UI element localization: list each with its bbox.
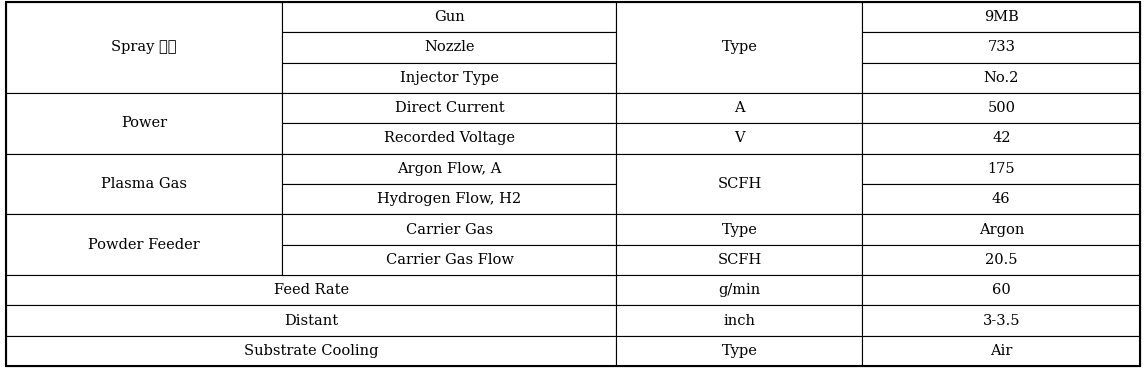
Text: Powder Feeder: Powder Feeder xyxy=(88,238,199,252)
Bar xyxy=(862,336,1140,366)
Text: 175: 175 xyxy=(988,162,1015,176)
Text: Carrier Gas Flow: Carrier Gas Flow xyxy=(385,253,513,267)
Text: Argon: Argon xyxy=(979,223,1025,237)
Text: inch: inch xyxy=(723,314,755,328)
Bar xyxy=(282,123,617,154)
Bar xyxy=(862,32,1140,63)
Text: 46: 46 xyxy=(992,192,1011,206)
Text: Spray 장비: Spray 장비 xyxy=(111,40,176,54)
Bar xyxy=(862,154,1140,184)
Text: 9MB: 9MB xyxy=(984,10,1019,24)
Text: Direct Current: Direct Current xyxy=(394,101,504,115)
Bar xyxy=(282,214,617,245)
Text: Argon Flow, A: Argon Flow, A xyxy=(398,162,502,176)
Bar xyxy=(282,32,617,63)
Bar xyxy=(6,2,282,93)
Text: 500: 500 xyxy=(988,101,1015,115)
Bar xyxy=(862,214,1140,245)
Bar xyxy=(862,275,1140,305)
Text: Power: Power xyxy=(121,116,167,130)
Text: Type: Type xyxy=(722,344,758,358)
Text: 60: 60 xyxy=(992,283,1011,297)
Text: 733: 733 xyxy=(988,40,1015,54)
Text: Carrier Gas: Carrier Gas xyxy=(406,223,493,237)
Text: Substrate Cooling: Substrate Cooling xyxy=(244,344,378,358)
Text: 42: 42 xyxy=(992,131,1011,145)
Bar xyxy=(282,2,617,32)
Bar xyxy=(282,93,617,123)
Bar xyxy=(282,154,617,184)
Text: V: V xyxy=(735,131,745,145)
Bar xyxy=(862,63,1140,93)
Text: Distant: Distant xyxy=(284,314,338,328)
Text: Gun: Gun xyxy=(434,10,465,24)
Text: Plasma Gas: Plasma Gas xyxy=(101,177,187,191)
Bar xyxy=(282,245,617,275)
Bar xyxy=(617,336,862,366)
Bar xyxy=(862,184,1140,214)
Bar xyxy=(862,2,1140,32)
Text: SCFH: SCFH xyxy=(717,253,762,267)
Bar xyxy=(282,63,617,93)
Bar xyxy=(617,123,862,154)
Bar xyxy=(617,305,862,336)
Bar xyxy=(617,154,862,214)
Bar xyxy=(862,123,1140,154)
Text: g/min: g/min xyxy=(719,283,761,297)
Bar xyxy=(862,93,1140,123)
Bar xyxy=(617,93,862,123)
Text: SCFH: SCFH xyxy=(717,177,762,191)
Text: No.2: No.2 xyxy=(983,71,1019,85)
Bar xyxy=(6,275,617,305)
Text: 3-3.5: 3-3.5 xyxy=(982,314,1020,328)
Bar xyxy=(282,184,617,214)
Bar xyxy=(862,305,1140,336)
Bar xyxy=(617,2,862,93)
Bar xyxy=(6,154,282,214)
Bar xyxy=(617,214,862,245)
Bar xyxy=(6,214,282,275)
Text: Feed Rate: Feed Rate xyxy=(274,283,348,297)
Text: Type: Type xyxy=(722,40,758,54)
Bar xyxy=(862,245,1140,275)
Bar xyxy=(6,336,617,366)
Text: Type: Type xyxy=(722,223,758,237)
Text: Recorded Voltage: Recorded Voltage xyxy=(384,131,515,145)
Text: A: A xyxy=(735,101,745,115)
Text: 20.5: 20.5 xyxy=(986,253,1018,267)
Bar xyxy=(6,93,282,154)
Bar xyxy=(6,305,617,336)
Bar xyxy=(617,245,862,275)
Bar xyxy=(617,275,862,305)
Text: Hydrogen Flow, H2: Hydrogen Flow, H2 xyxy=(377,192,521,206)
Text: Injector Type: Injector Type xyxy=(400,71,499,85)
Text: Nozzle: Nozzle xyxy=(424,40,474,54)
Text: Air: Air xyxy=(990,344,1012,358)
